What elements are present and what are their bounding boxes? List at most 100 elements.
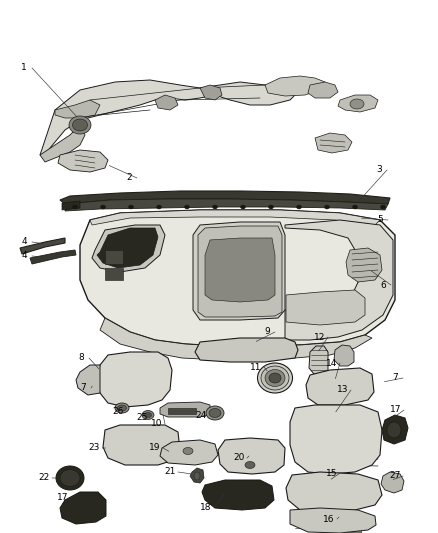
Ellipse shape	[100, 205, 106, 209]
Polygon shape	[325, 462, 342, 471]
Text: 5: 5	[377, 215, 383, 224]
Polygon shape	[30, 250, 76, 264]
Ellipse shape	[194, 472, 200, 480]
Text: 13: 13	[337, 385, 349, 394]
Ellipse shape	[261, 366, 289, 390]
Polygon shape	[382, 415, 408, 444]
Text: 9: 9	[264, 327, 270, 336]
Polygon shape	[345, 526, 362, 533]
Polygon shape	[100, 318, 372, 360]
Ellipse shape	[268, 205, 273, 209]
Polygon shape	[315, 133, 352, 153]
Polygon shape	[97, 228, 158, 268]
Ellipse shape	[115, 403, 129, 413]
Ellipse shape	[240, 205, 246, 209]
Polygon shape	[198, 226, 282, 317]
Text: 8: 8	[78, 353, 84, 362]
Polygon shape	[381, 472, 404, 493]
Ellipse shape	[245, 462, 255, 469]
Polygon shape	[218, 438, 285, 474]
Text: 25: 25	[136, 413, 148, 422]
Polygon shape	[107, 428, 173, 461]
Ellipse shape	[269, 373, 281, 383]
Polygon shape	[103, 425, 180, 465]
Polygon shape	[308, 82, 338, 98]
Ellipse shape	[353, 205, 357, 209]
Text: 11: 11	[250, 362, 262, 372]
Text: 14: 14	[326, 359, 338, 367]
Polygon shape	[60, 191, 390, 204]
Ellipse shape	[156, 205, 162, 209]
Polygon shape	[60, 492, 106, 524]
Text: 24: 24	[195, 410, 207, 419]
Polygon shape	[102, 358, 165, 401]
Ellipse shape	[73, 205, 78, 209]
Ellipse shape	[258, 363, 293, 393]
Ellipse shape	[117, 405, 127, 411]
Ellipse shape	[206, 406, 224, 420]
Text: 19: 19	[149, 443, 161, 453]
Text: 21: 21	[164, 467, 176, 477]
Polygon shape	[306, 368, 374, 405]
Polygon shape	[62, 201, 80, 210]
Ellipse shape	[56, 466, 84, 490]
Polygon shape	[310, 373, 368, 403]
Polygon shape	[58, 150, 108, 172]
Ellipse shape	[325, 205, 329, 209]
Ellipse shape	[387, 422, 401, 438]
Text: 7: 7	[80, 384, 86, 392]
Polygon shape	[193, 222, 285, 320]
Ellipse shape	[73, 119, 88, 131]
Polygon shape	[309, 346, 328, 374]
Ellipse shape	[265, 369, 285, 386]
Text: 17: 17	[57, 492, 69, 502]
Polygon shape	[160, 402, 210, 417]
Polygon shape	[265, 76, 325, 96]
Polygon shape	[155, 95, 178, 110]
Polygon shape	[286, 472, 382, 512]
Polygon shape	[195, 338, 298, 362]
Text: 10: 10	[151, 419, 163, 429]
Polygon shape	[65, 497, 103, 520]
Polygon shape	[290, 476, 374, 508]
Text: 15: 15	[326, 469, 338, 478]
Ellipse shape	[350, 99, 364, 109]
Text: 4: 4	[21, 238, 27, 246]
Ellipse shape	[297, 205, 301, 209]
Polygon shape	[97, 352, 172, 407]
Polygon shape	[205, 238, 275, 302]
Polygon shape	[80, 210, 395, 346]
Text: 23: 23	[88, 443, 100, 453]
Ellipse shape	[184, 205, 190, 209]
Polygon shape	[290, 405, 382, 474]
Polygon shape	[285, 220, 393, 340]
Text: 22: 22	[39, 473, 49, 482]
Text: 3: 3	[376, 166, 382, 174]
Polygon shape	[202, 480, 274, 510]
Ellipse shape	[69, 116, 91, 134]
Polygon shape	[90, 210, 380, 225]
Text: 17: 17	[390, 406, 402, 415]
Text: 12: 12	[314, 333, 326, 342]
Bar	[105, 268, 123, 280]
Bar	[105, 250, 123, 264]
Text: 26: 26	[112, 407, 124, 416]
Text: 4: 4	[21, 252, 27, 261]
Ellipse shape	[128, 205, 134, 209]
Polygon shape	[200, 85, 222, 100]
Polygon shape	[65, 199, 388, 211]
Ellipse shape	[142, 410, 154, 419]
Bar	[335, 397, 353, 402]
Polygon shape	[338, 95, 378, 112]
Text: 6: 6	[380, 280, 386, 289]
Text: 2: 2	[126, 174, 132, 182]
Polygon shape	[334, 345, 354, 366]
Ellipse shape	[183, 448, 193, 455]
Polygon shape	[40, 80, 300, 155]
Polygon shape	[107, 360, 158, 396]
Polygon shape	[76, 365, 100, 395]
Polygon shape	[20, 238, 65, 254]
Text: 27: 27	[389, 472, 401, 481]
Text: 18: 18	[200, 504, 212, 513]
Ellipse shape	[212, 205, 218, 209]
